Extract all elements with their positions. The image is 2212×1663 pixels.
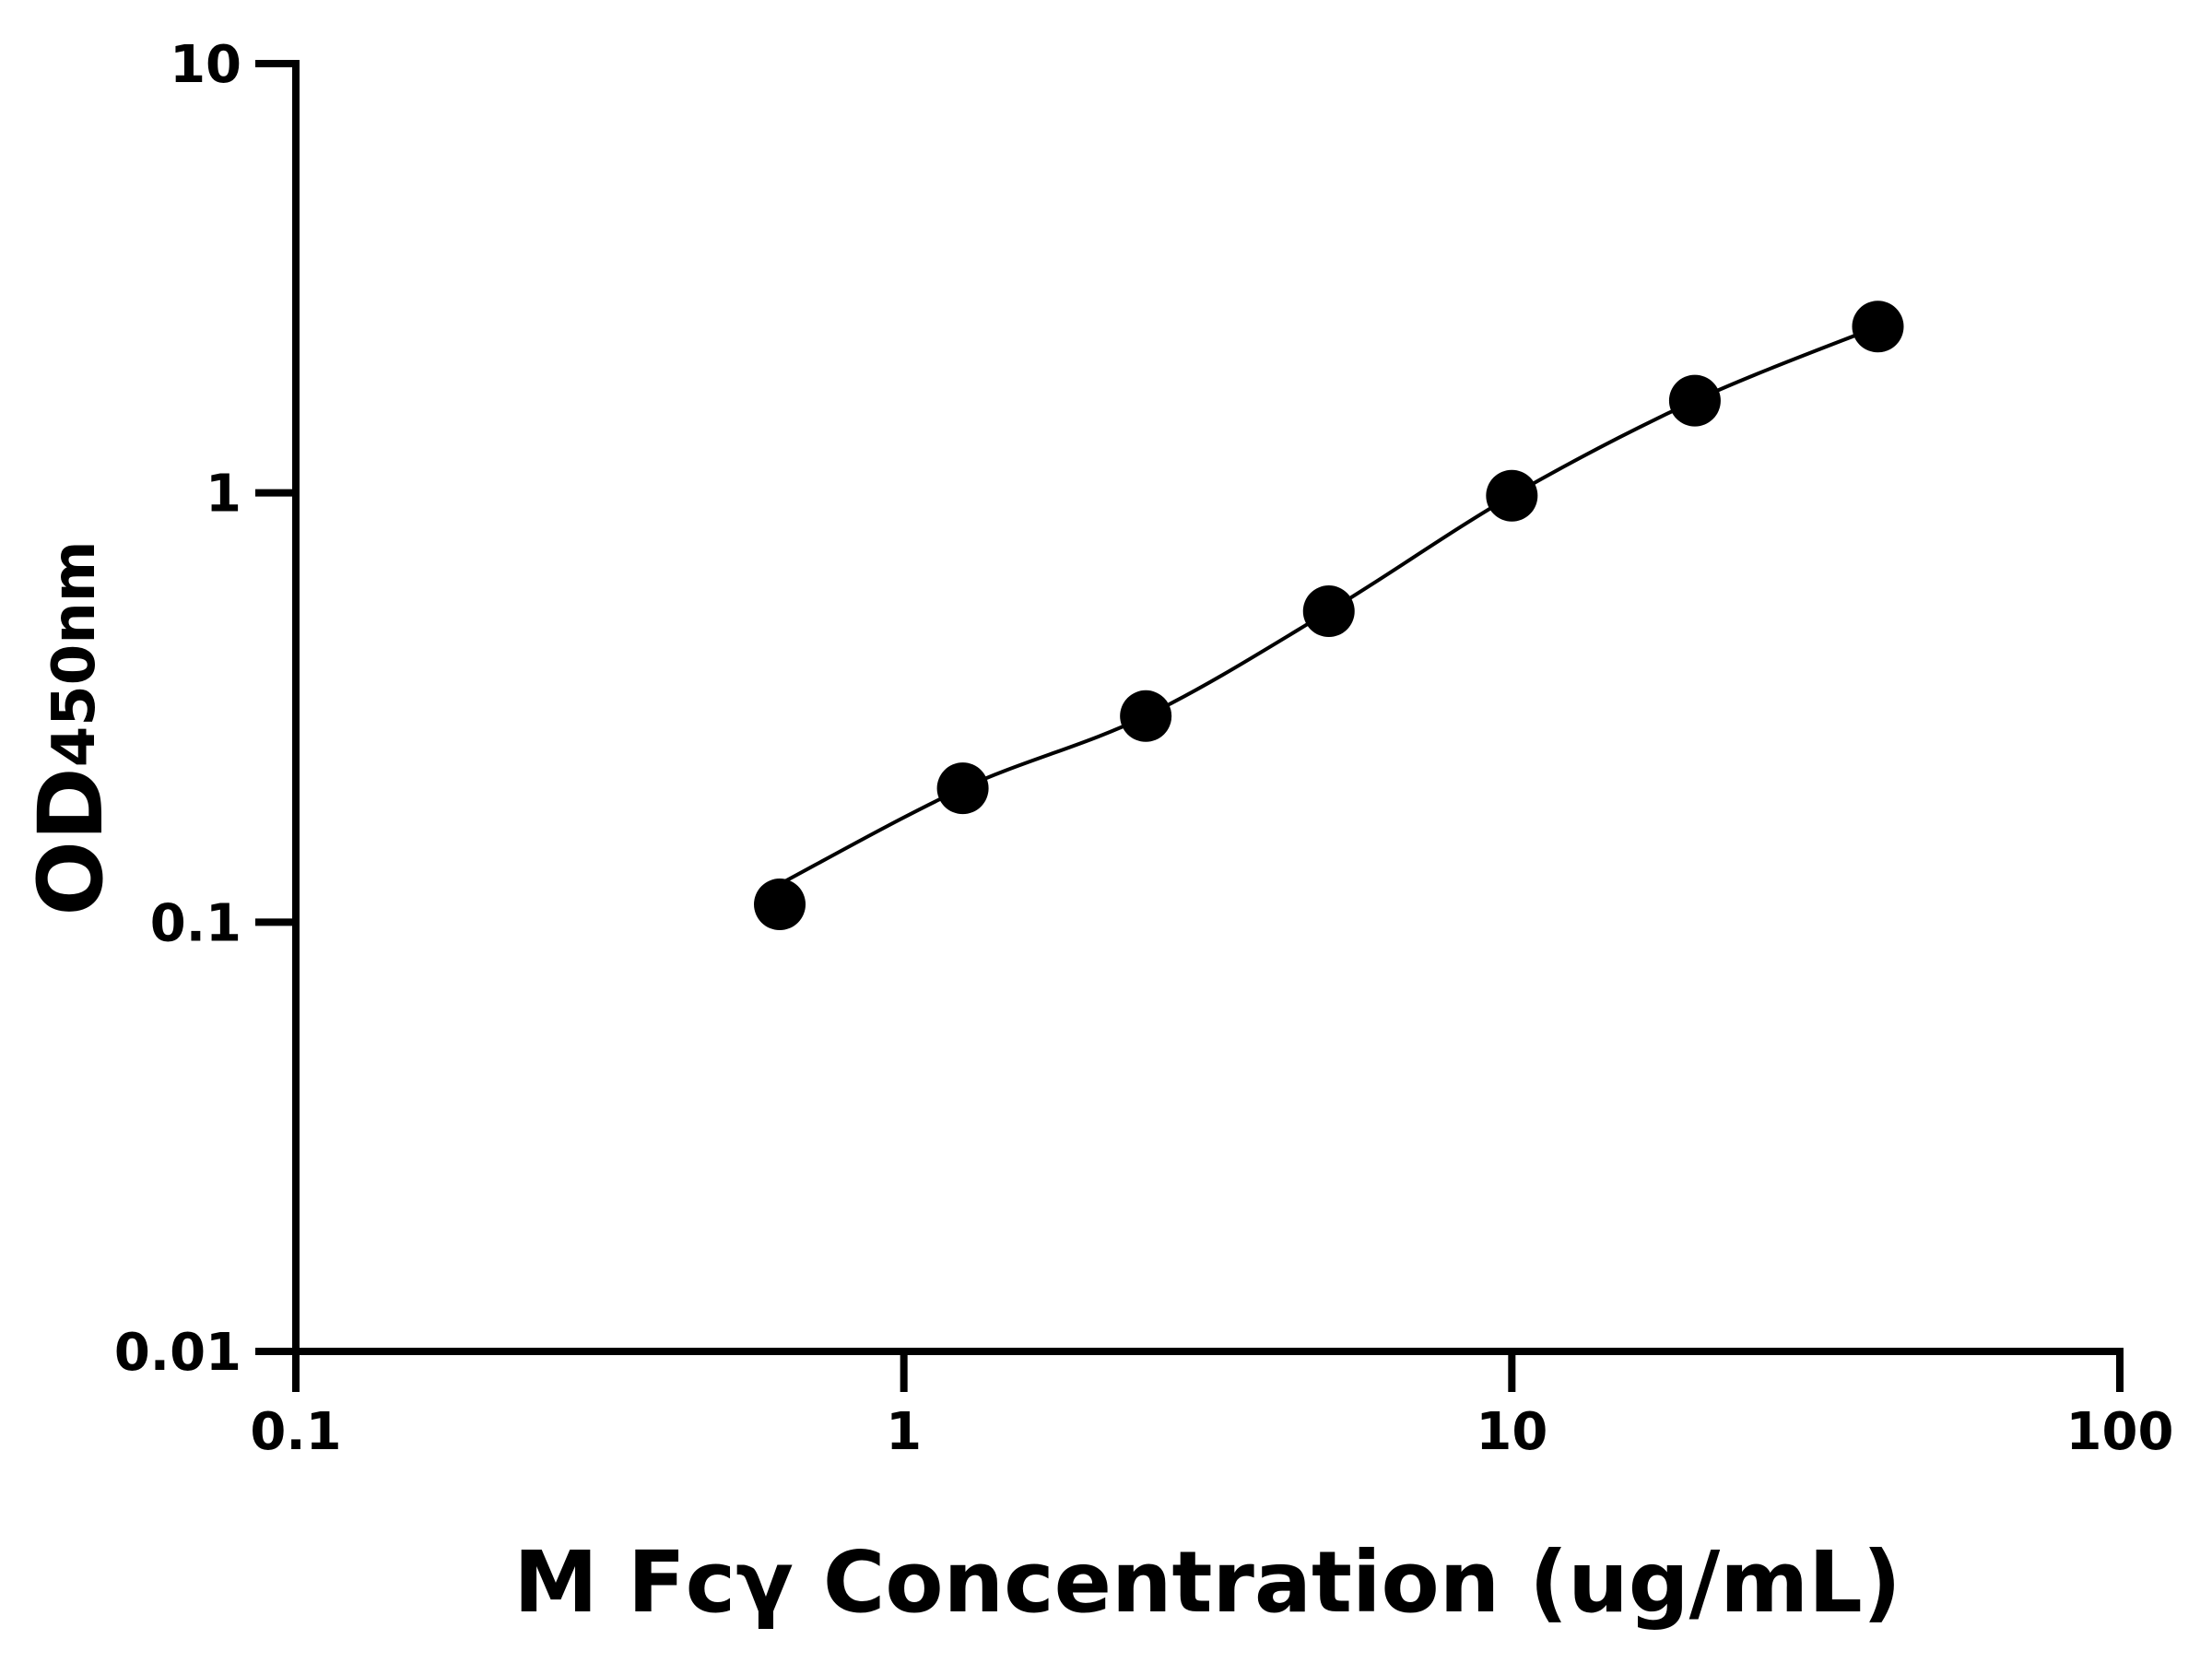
data-point xyxy=(936,762,989,815)
x-tick-label: 0.1 xyxy=(250,1402,341,1462)
data-point xyxy=(1852,301,1904,353)
x-tick-label: 10 xyxy=(1476,1402,1547,1462)
y-tick-label: 0.01 xyxy=(114,1323,241,1383)
data-point xyxy=(1302,585,1355,638)
x-tick-label: 100 xyxy=(2066,1402,2174,1462)
data-point xyxy=(1668,374,1721,427)
x-tick-label: 1 xyxy=(886,1402,922,1462)
data-point xyxy=(1486,469,1538,522)
x-axis-label: M Fcγ Concentration (ug/mL) xyxy=(513,1533,1901,1632)
y-axis-label-main: OD xyxy=(19,767,123,915)
y-axis-label-sub: 450nm xyxy=(41,540,109,767)
y-tick-label: 1 xyxy=(206,465,241,525)
data-point xyxy=(1120,690,1172,742)
y-axis-label: OD450nm xyxy=(19,540,123,915)
y-tick-label: 10 xyxy=(170,35,241,95)
data-point xyxy=(754,879,806,931)
y-tick-label: 0.1 xyxy=(150,893,241,953)
